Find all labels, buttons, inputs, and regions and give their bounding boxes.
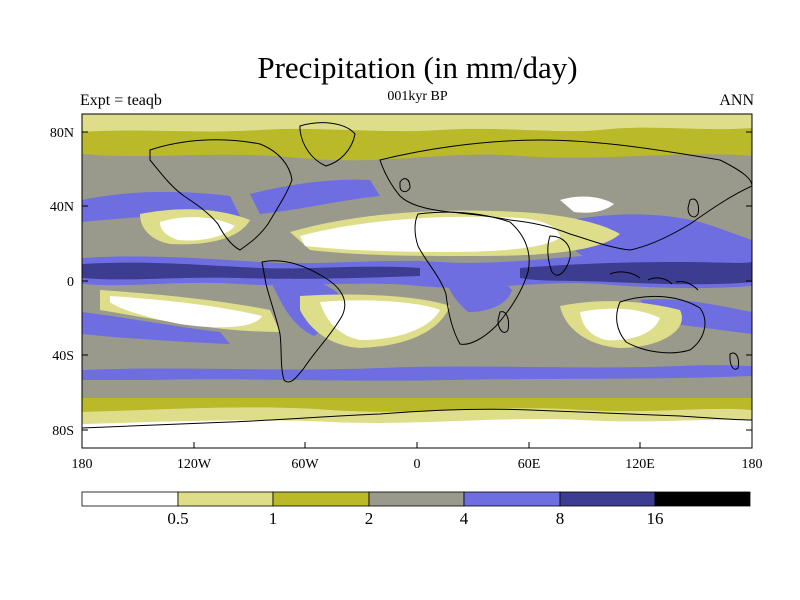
lat-label-80s: 80S <box>52 424 74 439</box>
experiment-label: Expt = teaqb <box>80 92 162 109</box>
lat-label-80n: 80N <box>50 126 74 141</box>
colorbar-bin-1 <box>177 491 274 507</box>
colorbar-bin-6 <box>654 491 751 507</box>
period-label: 001kyr BP <box>387 89 448 104</box>
lon-label-0: 0 <box>414 457 421 472</box>
colorbar-label-8: 8 <box>556 509 565 528</box>
lat-label-40s: 40S <box>52 349 74 364</box>
precipitation-field <box>82 114 752 448</box>
lon-tick-marks <box>81 442 753 448</box>
lat-label-0: 0 <box>67 275 74 290</box>
season-label: ANN <box>719 92 754 109</box>
colorbar-bin-0 <box>81 491 179 507</box>
colorbar-bin-5 <box>559 491 656 507</box>
lon-label-120e: 120E <box>625 457 655 472</box>
colorbar-bin-2 <box>272 491 370 507</box>
lon-label-60e: 60E <box>518 457 541 472</box>
lon-label-120w: 120W <box>177 457 212 472</box>
lon-label-180e: 180 <box>742 457 763 472</box>
colorbar-label-1: 1 <box>269 509 278 528</box>
colorbar-label-2: 2 <box>365 509 374 528</box>
lon-label-180w: 180 <box>72 457 93 472</box>
colorbar-bin-3 <box>368 491 465 507</box>
lat-label-40n: 40N <box>50 200 74 215</box>
map-title: Precipitation (in mm/day) <box>257 50 578 85</box>
lat-tick-marks <box>82 131 752 431</box>
colorbar: 0.5 1 2 4 8 16 <box>81 491 751 528</box>
coastlines <box>82 122 752 429</box>
colorbar-label-4: 4 <box>460 509 469 528</box>
lon-label-60w: 60W <box>291 457 319 472</box>
colorbar-bin-4 <box>463 491 561 507</box>
colorbar-label-0-5: 0.5 <box>167 509 188 528</box>
colorbar-label-16: 16 <box>647 509 664 528</box>
